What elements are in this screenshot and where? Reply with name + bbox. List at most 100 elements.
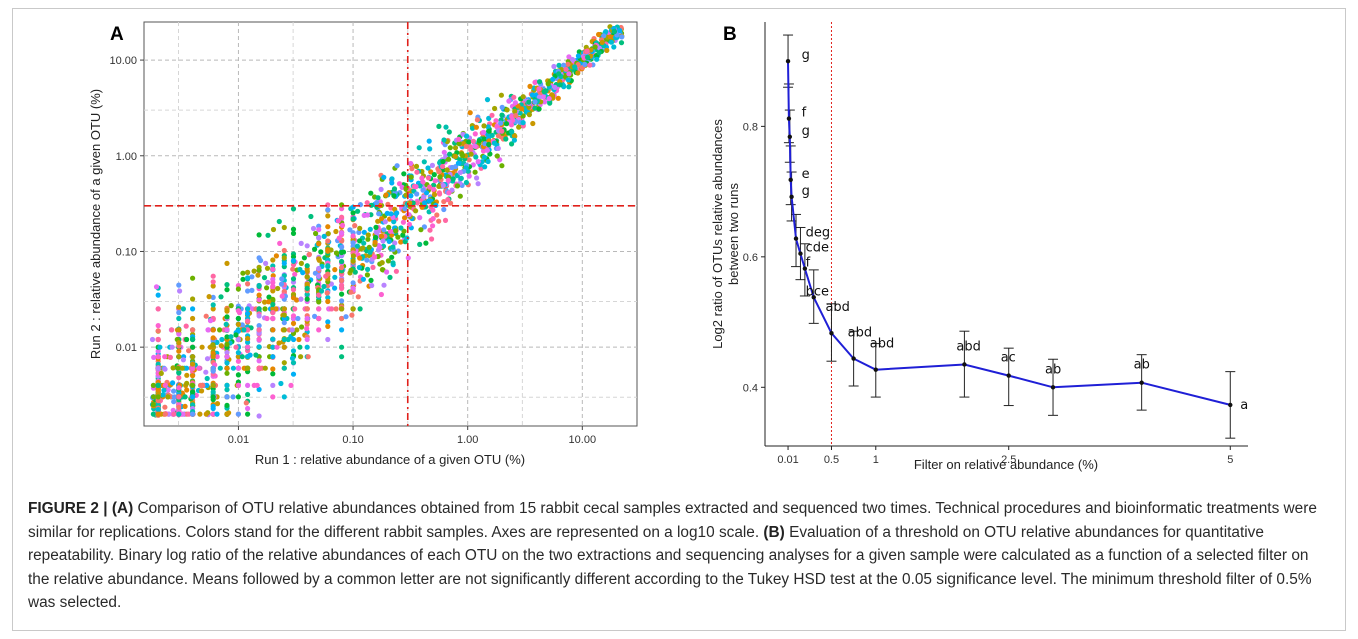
scatter-point	[217, 365, 223, 371]
scatter-point	[475, 181, 481, 187]
scatter-point	[408, 174, 414, 180]
scatter-point	[235, 315, 241, 322]
scatter-point	[224, 282, 230, 288]
scatter-point	[405, 255, 411, 261]
scatter-point	[150, 394, 157, 400]
scatter-point	[290, 360, 297, 366]
scatter-point	[324, 290, 330, 296]
figure-svg: A 0.01 0.10 1.00 10.00 0.01 0.10 1.00 10.00 Run…	[88, 21, 1249, 472]
scatter-point	[516, 124, 522, 130]
scatter-point	[350, 233, 356, 239]
scatter-point	[436, 169, 442, 175]
scatter-point	[190, 411, 196, 417]
scatter-point	[391, 193, 397, 199]
scatter-point	[288, 382, 294, 388]
scatter-point	[441, 199, 447, 205]
scatter-point	[224, 387, 230, 393]
data-point	[829, 330, 834, 336]
scatter-point	[258, 257, 264, 264]
scatter-point	[484, 97, 491, 103]
scatter-point	[383, 192, 389, 198]
scatter-point	[290, 230, 297, 236]
scatter-point	[217, 327, 223, 333]
scatter-point	[245, 281, 251, 287]
scatter-point	[313, 230, 319, 237]
scatter-point	[290, 206, 297, 212]
scatter-point	[408, 160, 414, 167]
significance-letter: ab	[1045, 362, 1061, 377]
scatter-point	[425, 165, 431, 171]
scatter-point	[304, 274, 310, 280]
scatter-point	[332, 267, 338, 273]
scatter-point	[270, 257, 276, 263]
scatter-point	[373, 224, 379, 230]
scatter-point	[447, 145, 453, 151]
scatter-point	[529, 92, 536, 98]
scatter-point	[214, 354, 220, 360]
panel-b-letter: B	[723, 24, 737, 45]
scatter-point	[375, 218, 381, 224]
data-point	[1139, 380, 1144, 385]
scatter-point	[440, 182, 446, 189]
scatter-point	[420, 187, 426, 193]
scatter-point	[210, 306, 216, 312]
scatter-point	[281, 365, 287, 371]
scatter-point	[468, 151, 474, 157]
scatter-point	[228, 303, 234, 309]
scatter-point	[270, 315, 276, 322]
scatter-point	[270, 288, 276, 294]
scatter-point	[270, 327, 276, 333]
scatter-point	[399, 184, 405, 190]
scatter-point	[306, 251, 312, 257]
scatter-point	[155, 406, 161, 413]
scatter-point	[224, 334, 230, 340]
scatter-point	[329, 306, 335, 312]
scatter-point	[481, 129, 487, 135]
scatter-point	[464, 133, 470, 139]
scatter-point	[421, 194, 427, 200]
scatter-point	[184, 336, 190, 343]
scatter-point	[373, 234, 379, 241]
scatter-point	[325, 319, 331, 325]
scatter-point	[325, 231, 331, 237]
scatter-point	[429, 236, 435, 242]
scatter-point	[393, 228, 399, 234]
scatter-point	[492, 105, 498, 112]
scatter-point	[457, 193, 463, 199]
scatter-point	[413, 184, 419, 190]
scatter-point	[278, 380, 284, 387]
scatter-point	[436, 190, 442, 196]
scatter-point	[550, 76, 556, 82]
scatter-point	[304, 296, 310, 302]
scatter-point	[472, 131, 478, 137]
scatter-point	[256, 386, 262, 393]
scatter-point	[266, 299, 272, 305]
scatter-point	[379, 260, 385, 266]
scatter-point	[414, 169, 420, 175]
scatter-point	[301, 255, 307, 261]
scatter-point	[210, 382, 216, 388]
scatter-point	[263, 260, 269, 266]
scatter-point	[440, 158, 446, 165]
scatter-point	[434, 212, 440, 218]
scatter-point	[235, 308, 241, 314]
scatter-point	[270, 382, 276, 388]
scatter-point	[304, 291, 310, 297]
scatter-point	[224, 287, 230, 293]
scatter-point	[316, 327, 322, 333]
scatter-point	[245, 327, 251, 333]
scatter-point	[190, 306, 196, 312]
scatter-point	[249, 287, 255, 293]
scatter-point	[190, 373, 196, 379]
scatter-point	[498, 120, 504, 126]
scatter-point	[162, 354, 168, 360]
scatter-point	[343, 314, 349, 320]
scatter-point	[392, 240, 398, 246]
scatter-point	[398, 225, 404, 231]
scatter-point	[536, 106, 542, 112]
significance-letter: g	[802, 184, 810, 199]
scatter-point	[290, 276, 297, 282]
scatter-point	[446, 156, 452, 162]
scatter-point	[339, 222, 346, 228]
